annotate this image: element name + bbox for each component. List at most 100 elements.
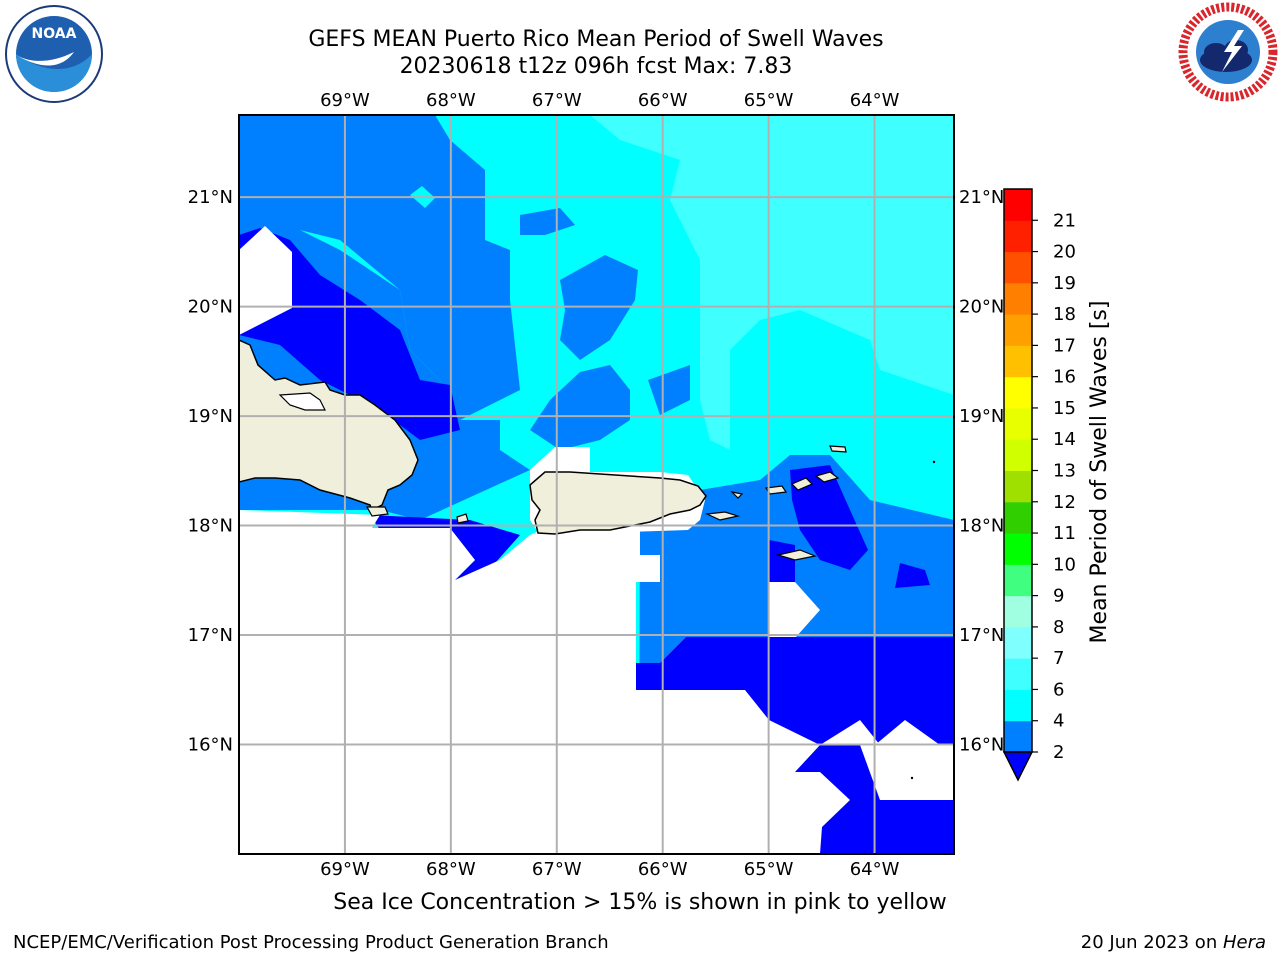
lat-tick-label: 20°N bbox=[188, 297, 233, 318]
lon-tick-label: 64°W bbox=[850, 90, 900, 111]
colorbar-swatch bbox=[1004, 189, 1032, 221]
contour-2-4-patch2 bbox=[450, 262, 500, 295]
lon-tick-label: 66°W bbox=[638, 859, 688, 880]
contour-under-2-patch2 bbox=[769, 540, 795, 582]
culebra-island bbox=[730, 491, 744, 499]
colorbar-tick-label: 16 bbox=[1053, 367, 1076, 388]
contour-2-4-patch4 bbox=[530, 365, 630, 450]
lat-tick-label: 18°N bbox=[959, 516, 1004, 537]
contour-under-2-patch3 bbox=[895, 563, 930, 588]
colorbar-tick-label: 7 bbox=[1053, 648, 1064, 669]
virgin-gorda-island bbox=[814, 471, 840, 483]
colorbar-tick-label: 4 bbox=[1053, 711, 1064, 732]
colorbar-swatch bbox=[1004, 345, 1032, 378]
map-frame bbox=[238, 114, 955, 855]
credit-date-text: 20 Jun 2023 on bbox=[1080, 932, 1223, 953]
lon-tick-label: 68°W bbox=[426, 90, 476, 111]
colorbar-tick-label: 15 bbox=[1053, 398, 1076, 419]
lon-tick-label: 65°W bbox=[744, 90, 794, 111]
noaa-logo-text: NOAA bbox=[32, 26, 77, 42]
colorbar-tick-label: 17 bbox=[1053, 335, 1076, 356]
colorbar-swatch bbox=[1004, 564, 1032, 597]
nws-logo-icon bbox=[1178, 2, 1278, 102]
colorbar-swatch bbox=[1004, 626, 1032, 659]
lat-tick-label: 17°N bbox=[959, 625, 1004, 646]
colorbar-swatch bbox=[1004, 282, 1032, 315]
colorbar-swatch bbox=[1004, 439, 1032, 471]
lat-tick-label: 18°N bbox=[188, 516, 233, 537]
credit-producer: NCEP/EMC/Verification Post Processing Pr… bbox=[13, 932, 609, 953]
colorbar: 2 4 6 7 8 9 10 11 12 13 14 15 16 17 18 19 20 21 bbox=[1002, 188, 1076, 782]
contour-2-4-patch1 bbox=[520, 208, 575, 235]
lon-tick-label: 65°W bbox=[744, 859, 794, 880]
colorbar-tick-label: 11 bbox=[1053, 523, 1076, 544]
anegada-island bbox=[829, 445, 847, 453]
lat-tick-label: 19°N bbox=[188, 406, 233, 427]
lon-tick-label: 67°W bbox=[532, 859, 582, 880]
colorbar-tick-label: 12 bbox=[1053, 492, 1076, 513]
lat-tick-label: 16°N bbox=[188, 735, 233, 756]
lon-tick-label: 66°W bbox=[638, 90, 688, 111]
colorbar-swatch bbox=[1004, 407, 1032, 440]
lon-tick-label: 67°W bbox=[532, 90, 582, 111]
map-gridlines bbox=[239, 115, 954, 854]
credit-machine: Hera bbox=[1222, 932, 1266, 953]
lon-labels-bottom: 69°W 68°W 67°W 66°W 65°W 64°W bbox=[320, 859, 900, 880]
nodata-area-caribbean bbox=[239, 510, 954, 854]
colorbar-tick-label: 13 bbox=[1053, 461, 1076, 482]
nodata-area-se bbox=[875, 720, 954, 800]
colorbar-swatch bbox=[1004, 314, 1032, 346]
hispaniola-land bbox=[239, 339, 419, 512]
lon-tick-label: 68°W bbox=[426, 859, 476, 880]
colorbar-swatch bbox=[1004, 501, 1032, 534]
colorbar-swatch bbox=[1004, 220, 1032, 253]
lat-tick-label: 17°N bbox=[188, 625, 233, 646]
colorbar-swatch bbox=[1004, 689, 1032, 722]
colorbar-tick-label: 19 bbox=[1053, 273, 1076, 294]
colorbar-tick-label: 8 bbox=[1053, 617, 1064, 638]
colorbar-swatch bbox=[1004, 720, 1032, 753]
contour-2-4-patch5 bbox=[648, 365, 690, 415]
swell-period-field bbox=[239, 115, 954, 854]
colorbar-tick-label: 9 bbox=[1053, 586, 1064, 607]
colorbar-under-extension bbox=[1002, 751, 1034, 782]
map-title: GEFS MEAN Puerto Rico Mean Period of Swe… bbox=[308, 27, 884, 52]
lat-tick-label: 21°N bbox=[959, 187, 1004, 208]
colorbar-tick-label: 20 bbox=[1053, 242, 1076, 263]
lon-tick-label: 69°W bbox=[320, 90, 370, 111]
credit-date: 20 Jun 2023 on Hera bbox=[1081, 932, 1266, 953]
contour-under-2-west bbox=[239, 228, 460, 440]
lat-tick-label: 21°N bbox=[188, 187, 233, 208]
lat-tick-label: 20°N bbox=[959, 297, 1004, 318]
lat-tick-label: 16°N bbox=[959, 735, 1004, 756]
colorbar-tick-label: 2 bbox=[1053, 742, 1064, 763]
colorbar-tick-label: 14 bbox=[1053, 429, 1076, 450]
st-croix-island bbox=[775, 549, 818, 561]
beata-island bbox=[365, 506, 389, 517]
contour-2-4-nw bbox=[239, 115, 520, 420]
contour-under-2-vi bbox=[790, 465, 868, 570]
lat-labels-right: 21°N 20°N 19°N 18°N 17°N 16°N bbox=[959, 187, 1004, 755]
vieques-island bbox=[704, 511, 741, 521]
colorbar-swatch bbox=[1004, 376, 1032, 409]
mona-island bbox=[456, 513, 469, 524]
colorbar-swatch bbox=[1004, 658, 1032, 690]
colorbar-tick-label: 21 bbox=[1053, 210, 1076, 231]
colorbar-swatch bbox=[1004, 533, 1032, 565]
colorbar-tick-label: 18 bbox=[1053, 304, 1076, 325]
colorbar-swatch bbox=[1004, 470, 1032, 503]
colorbar-tick-label: 6 bbox=[1053, 679, 1064, 700]
colorbar-title: Mean Period of Swell Waves [s] bbox=[1087, 301, 1112, 644]
nodata-area-north bbox=[239, 226, 292, 335]
lat-labels-left: 21°N 20°N 19°N 18°N 17°N 16°N bbox=[188, 187, 233, 755]
lon-tick-label: 64°W bbox=[850, 859, 900, 880]
sea-ice-note: Sea Ice Concentration > 15% is shown in … bbox=[333, 890, 947, 915]
colorbar-swatch bbox=[1004, 595, 1032, 628]
colorbar-swatch bbox=[1004, 251, 1032, 284]
noaa-logo-icon: NOAA bbox=[5, 5, 103, 103]
lat-tick-label: 19°N bbox=[959, 406, 1004, 427]
map-subtitle: 20230618 t12z 096h fcst Max: 7.83 bbox=[399, 54, 793, 79]
lon-labels-top: 69°W 68°W 67°W 66°W 65°W 64°W bbox=[320, 90, 900, 111]
colorbar-tick-label: 10 bbox=[1053, 554, 1076, 575]
